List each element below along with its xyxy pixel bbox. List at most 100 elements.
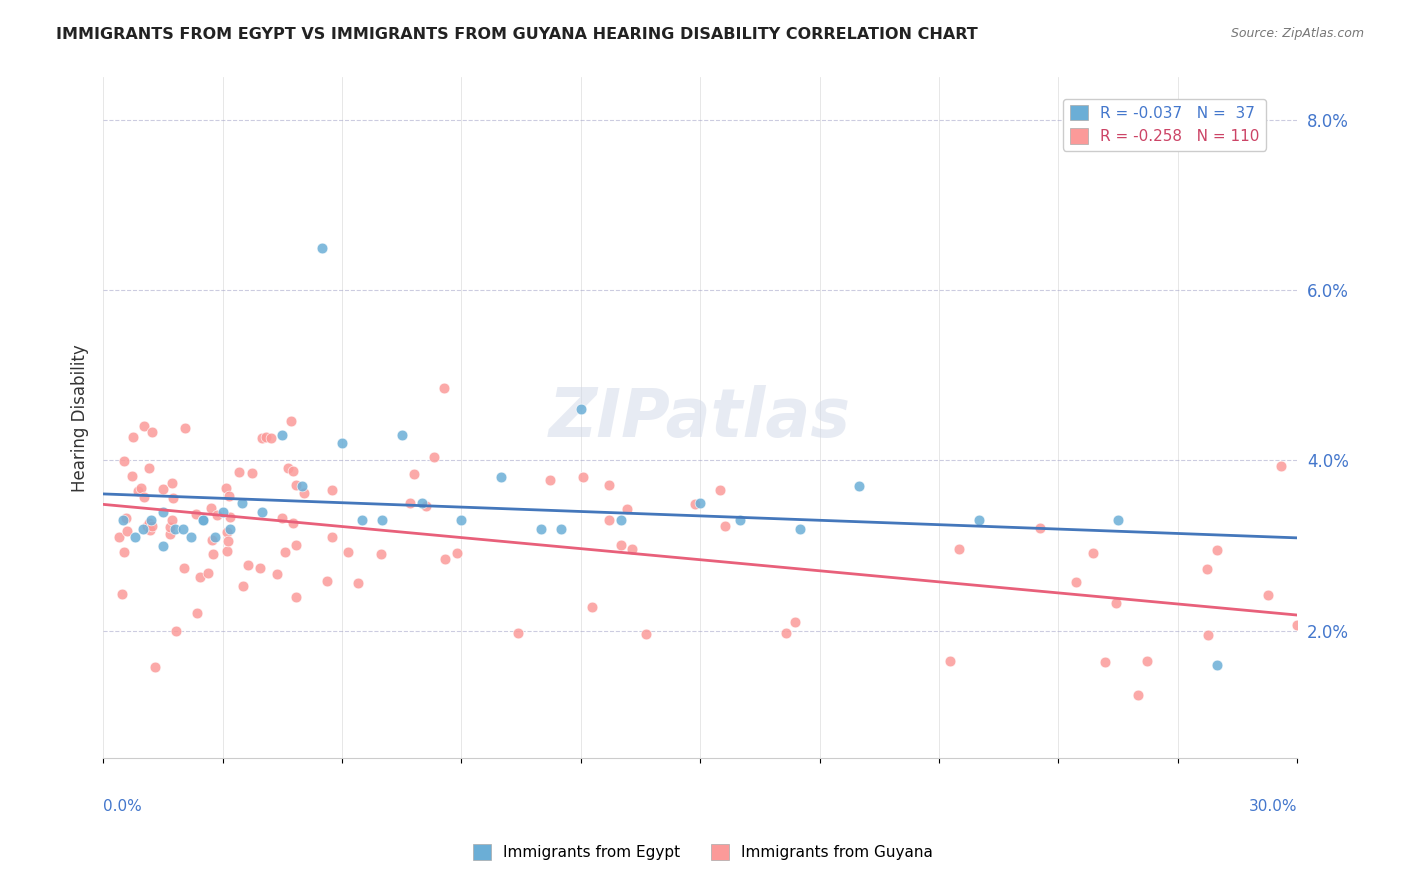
- Point: [1365, 574, 1388, 588]
- Point: [285, 478, 308, 492]
- Point: [190, 570, 212, 584]
- Point: [370, 547, 392, 561]
- Point: [489, 470, 512, 484]
- Point: [152, 539, 174, 553]
- Point: [785, 615, 807, 629]
- Point: [569, 402, 592, 417]
- Point: [967, 513, 990, 527]
- Point: [1126, 688, 1149, 702]
- Point: [159, 520, 181, 534]
- Point: [184, 507, 207, 521]
- Point: [165, 624, 187, 639]
- Point: [274, 545, 297, 559]
- Point: [197, 566, 219, 581]
- Point: [228, 465, 250, 479]
- Point: [152, 504, 174, 518]
- Point: [572, 470, 595, 484]
- Point: [1206, 657, 1229, 672]
- Point: [292, 485, 315, 500]
- Point: [127, 484, 149, 499]
- Point: [115, 511, 138, 525]
- Point: [538, 473, 561, 487]
- Point: [789, 522, 811, 536]
- Point: [284, 538, 307, 552]
- Point: [1395, 632, 1406, 647]
- Point: [1206, 543, 1229, 558]
- Point: [129, 481, 152, 495]
- Point: [1326, 685, 1348, 699]
- Point: [215, 543, 238, 558]
- Point: [252, 504, 274, 518]
- Point: [415, 499, 437, 513]
- Point: [1302, 627, 1324, 641]
- Point: [1197, 628, 1219, 642]
- Point: [616, 501, 638, 516]
- Point: [281, 516, 304, 530]
- Point: [141, 518, 163, 533]
- Point: [610, 538, 633, 552]
- Point: [281, 464, 304, 478]
- Point: [200, 501, 222, 516]
- Point: [391, 428, 413, 442]
- Point: [121, 469, 143, 483]
- Point: [260, 431, 283, 445]
- Point: [714, 518, 737, 533]
- Point: [240, 466, 263, 480]
- Point: [508, 626, 530, 640]
- Point: [433, 381, 456, 395]
- Point: [174, 421, 197, 435]
- Point: [124, 530, 146, 544]
- Point: [249, 560, 271, 574]
- Point: [1107, 513, 1129, 527]
- Point: [1136, 654, 1159, 668]
- Point: [138, 516, 160, 531]
- Point: [285, 590, 308, 604]
- Point: [173, 561, 195, 575]
- Point: [112, 545, 135, 559]
- Point: [162, 491, 184, 505]
- Point: [1081, 546, 1104, 560]
- Legend: Immigrants from Egypt, Immigrants from Guyana: Immigrants from Egypt, Immigrants from G…: [467, 838, 939, 866]
- Point: [215, 481, 238, 495]
- Text: IMMIGRANTS FROM EGYPT VS IMMIGRANTS FROM GUYANA HEARING DISABILITY CORRELATION C: IMMIGRANTS FROM EGYPT VS IMMIGRANTS FROM…: [56, 27, 979, 42]
- Point: [728, 513, 751, 527]
- Point: [848, 479, 870, 493]
- Point: [266, 567, 288, 582]
- Point: [138, 523, 160, 537]
- Point: [232, 579, 254, 593]
- Point: [1064, 574, 1087, 589]
- Point: [683, 497, 706, 511]
- Point: [939, 654, 962, 668]
- Y-axis label: Hearing Disability: Hearing Disability: [72, 344, 89, 491]
- Point: [180, 530, 202, 544]
- Point: [1195, 562, 1218, 576]
- Point: [141, 425, 163, 440]
- Point: [280, 414, 302, 428]
- Point: [236, 558, 259, 572]
- Point: [138, 460, 160, 475]
- Point: [250, 431, 273, 445]
- Point: [207, 508, 229, 522]
- Point: [219, 522, 242, 536]
- Point: [1295, 708, 1317, 723]
- Point: [530, 522, 553, 536]
- Point: [399, 496, 422, 510]
- Point: [775, 626, 797, 640]
- Text: Source: ZipAtlas.com: Source: ZipAtlas.com: [1230, 27, 1364, 40]
- Point: [160, 476, 183, 491]
- Point: [316, 574, 339, 589]
- Point: [204, 530, 226, 544]
- Point: [201, 533, 224, 548]
- Point: [122, 430, 145, 444]
- Point: [1270, 458, 1292, 473]
- Point: [132, 522, 155, 536]
- Point: [347, 576, 370, 591]
- Point: [581, 599, 603, 614]
- Point: [112, 513, 135, 527]
- Point: [330, 436, 353, 450]
- Point: [163, 522, 186, 536]
- Point: [202, 547, 225, 561]
- Point: [446, 546, 468, 560]
- Point: [1094, 655, 1116, 669]
- Point: [110, 587, 132, 601]
